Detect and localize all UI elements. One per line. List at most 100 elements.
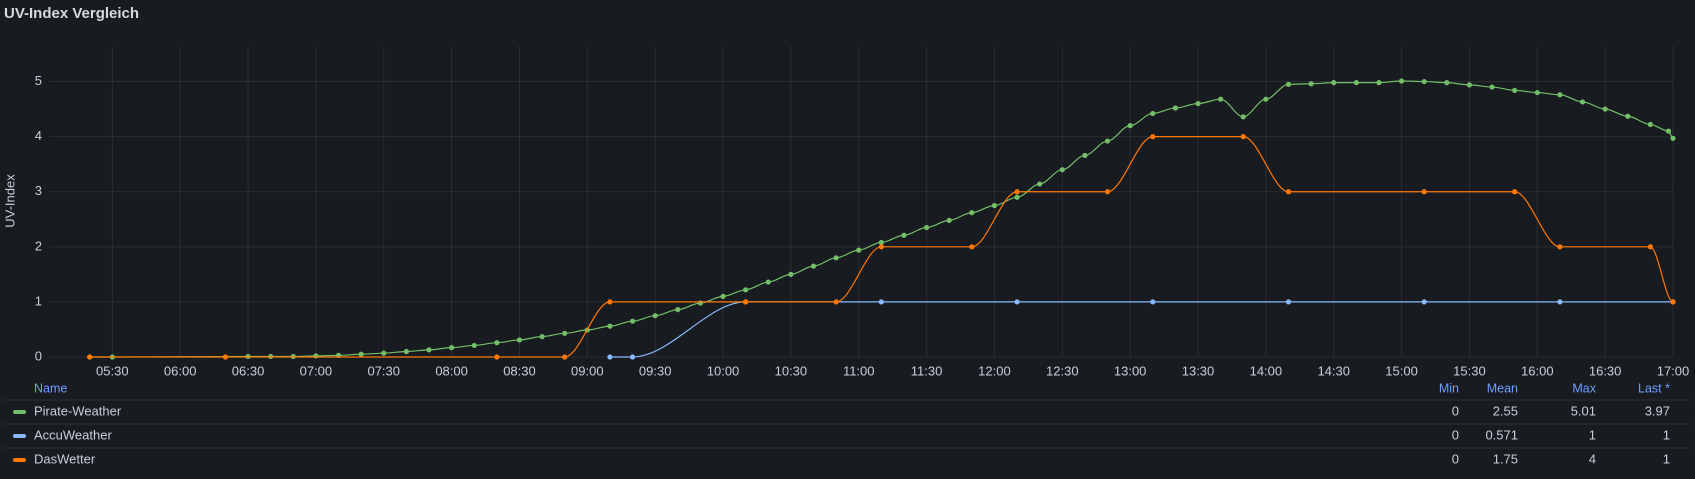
data-point (1512, 87, 1518, 93)
legend-last: 3.97 (1645, 403, 1670, 418)
data-point (1195, 100, 1201, 107)
x-tick-label: 08:30 (503, 363, 536, 378)
legend-mean: 0.571 (1485, 427, 1518, 442)
data-point (1670, 299, 1676, 305)
x-tick-label: 11:00 (843, 363, 875, 378)
legend-swatch (13, 410, 26, 414)
legend-header: Name (34, 381, 67, 395)
data-point (675, 307, 681, 313)
data-point (743, 287, 749, 293)
x-tick-label: 07:00 (300, 363, 333, 378)
data-point (1014, 189, 1020, 195)
data-point (1308, 81, 1314, 87)
data-point (1014, 194, 1020, 200)
data-point (923, 224, 930, 231)
series-line (609, 301, 1673, 358)
x-tick-label: 09:00 (571, 363, 604, 378)
x-tick-label: 13:00 (1114, 363, 1147, 378)
data-point (1665, 128, 1672, 134)
data-point (629, 354, 636, 360)
legend-header: Mean (1487, 381, 1518, 395)
data-point (1602, 106, 1608, 112)
data-point (1534, 89, 1540, 96)
x-tick-label: 06:00 (164, 363, 197, 378)
data-point (1285, 81, 1292, 87)
data-point (1014, 299, 1020, 305)
legend-mean: 1.75 (1493, 451, 1518, 466)
legend: Name Min Mean Max Last * Pirate-Weather 0 2.55 5… (4, 381, 1690, 466)
panel-title: UV-Index Vergleich (4, 5, 139, 22)
data-point (1466, 82, 1473, 88)
legend-last: 1 (1663, 427, 1670, 442)
x-tick-label: 16:30 (1589, 363, 1622, 378)
legend-name: Pirate-Weather (34, 403, 122, 418)
data-point (1150, 134, 1156, 140)
data-point (1647, 244, 1653, 250)
data-point (1512, 189, 1518, 195)
legend-name: DasWetter (34, 451, 96, 466)
data-point (1285, 299, 1292, 305)
data-point (471, 342, 477, 349)
x-tick-label: 08:00 (435, 363, 468, 378)
data-point (426, 347, 432, 353)
data-point (607, 299, 613, 305)
data-point (87, 354, 93, 360)
y-tick-label: 4 (35, 128, 42, 143)
data-point (788, 271, 794, 277)
data-point (810, 263, 817, 269)
x-tick-label: 14:30 (1317, 363, 1350, 378)
data-point (1082, 152, 1088, 158)
data-point (607, 323, 613, 329)
x-tick-label: 14:00 (1250, 363, 1283, 378)
y-tick-label: 2 (35, 238, 42, 253)
data-point (901, 232, 907, 238)
data-point (629, 318, 636, 324)
data-point (946, 217, 952, 223)
legend-min: 0 (1452, 427, 1459, 442)
data-point (1421, 189, 1427, 195)
legend-swatch (13, 434, 26, 438)
data-point (720, 293, 726, 299)
x-tick-label: 09:30 (639, 363, 672, 378)
x-tick-label: 10:00 (707, 363, 740, 378)
data-point (562, 330, 568, 336)
y-axis-label: UV-Index (2, 174, 17, 228)
x-tick-label: 11:30 (911, 363, 943, 378)
x-tick-label: 12:30 (1046, 363, 1079, 378)
data-point (562, 354, 568, 360)
legend-swatch (13, 458, 26, 462)
data-point (833, 299, 839, 305)
data-point (1263, 96, 1269, 102)
x-tick-label: 05:30 (96, 363, 129, 378)
data-point (1127, 123, 1133, 129)
data-point (878, 239, 884, 246)
data-point (1331, 80, 1337, 86)
data-point (969, 210, 975, 216)
data-point (449, 345, 455, 351)
data-point (1150, 110, 1156, 117)
data-point (1444, 80, 1450, 86)
data-point (607, 354, 613, 360)
data-point (969, 244, 975, 250)
legend-max: 4 (1589, 451, 1596, 466)
x-tick-label: 15:30 (1453, 363, 1486, 378)
y-tick-label: 0 (35, 348, 42, 363)
data-point (381, 350, 387, 356)
legend-header: Max (1572, 381, 1596, 395)
data-point (1285, 189, 1292, 195)
data-point (878, 244, 884, 250)
legend-mean: 2.55 (1493, 403, 1518, 418)
data-point (1670, 135, 1676, 141)
data-point (313, 353, 319, 359)
data-point (743, 299, 749, 305)
data-point (1172, 105, 1178, 111)
legend-name: AccuWeather (34, 427, 112, 442)
legend-header: Min (1439, 381, 1459, 395)
data-point (1037, 181, 1043, 187)
x-tick-label: 15:00 (1385, 363, 1418, 378)
data-point (1421, 78, 1427, 85)
x-tick-label: 10:30 (775, 363, 808, 378)
y-tick-label: 1 (35, 293, 42, 308)
data-point (1625, 113, 1631, 119)
data-point (878, 299, 884, 305)
